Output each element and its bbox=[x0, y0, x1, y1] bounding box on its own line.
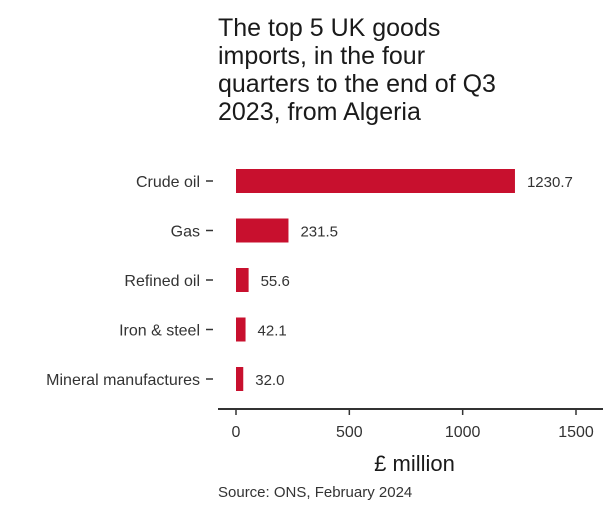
category-label: Gas bbox=[171, 224, 200, 241]
bar bbox=[236, 169, 515, 193]
chart-title-line: quarters to the end of Q3 bbox=[218, 70, 496, 98]
source-note: Source: ONS, February 2024 bbox=[218, 484, 413, 501]
x-tick-label: 1500 bbox=[558, 424, 594, 441]
category-label: Crude oil bbox=[136, 174, 200, 191]
x-tick-label: 1000 bbox=[445, 424, 481, 441]
value-label: 32.0 bbox=[255, 372, 284, 389]
bar bbox=[236, 218, 289, 243]
value-label: 231.5 bbox=[300, 224, 338, 241]
bar bbox=[236, 317, 246, 342]
chart-title: The top 5 UK goods imports, in the four … bbox=[218, 14, 598, 126]
value-label: 42.1 bbox=[258, 323, 287, 340]
category-label: Mineral manufactures bbox=[46, 372, 200, 389]
x-tick-label: 0 bbox=[232, 424, 241, 441]
bar bbox=[236, 268, 249, 292]
bar bbox=[236, 367, 244, 391]
x-tick-label: 500 bbox=[336, 424, 363, 441]
x-axis-title: £ million bbox=[374, 451, 455, 476]
chart-title-line: The top 5 UK goods bbox=[218, 14, 441, 42]
category-label: Refined oil bbox=[124, 273, 200, 290]
value-label: 1230.7 bbox=[527, 174, 573, 191]
category-label: Iron & steel bbox=[119, 323, 200, 340]
value-label: 55.6 bbox=[261, 273, 290, 290]
chart-title-line: 2023, from Algeria bbox=[218, 98, 421, 126]
chart-title-line: imports, in the four bbox=[218, 42, 426, 70]
